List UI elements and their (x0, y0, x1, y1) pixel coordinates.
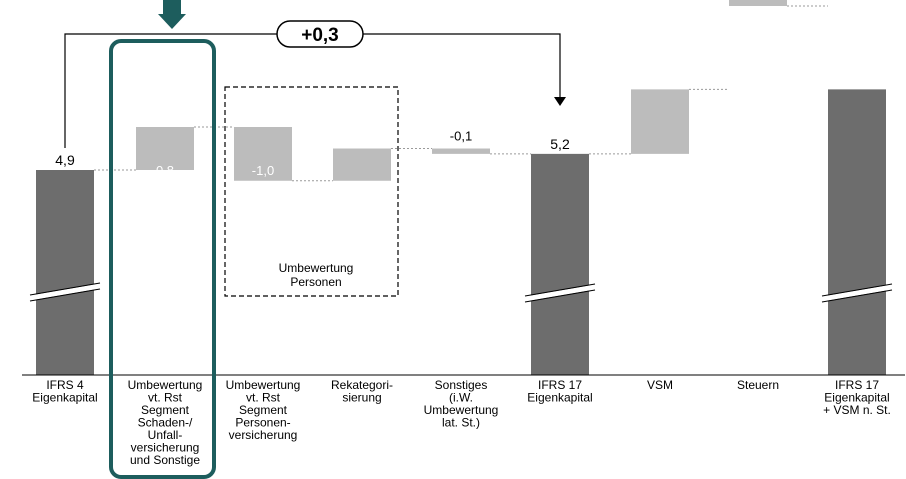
bar-8 (828, 89, 886, 375)
axis-breaks (29, 282, 893, 303)
category-label-2-4: versicherung (229, 428, 298, 442)
value-labels: 4,9 0,8 -1,0 0,6 -0,1 5,2 1,2 (55, 21, 669, 200)
value-label-1: 0,8 (156, 163, 174, 178)
axis-break-line-a-8 (821, 283, 893, 297)
value-label-0: 4,9 (55, 152, 75, 168)
axis-break-line-b-0 (29, 288, 101, 302)
value-label-5: 5,2 (550, 136, 570, 152)
delta-bubble-label: +0,3 (301, 25, 339, 46)
value-label-6: 1,2 (651, 21, 669, 36)
category-label-3-1: sierung (342, 391, 381, 405)
bar-3 (333, 148, 391, 181)
bar-5 (531, 153, 589, 375)
value-label-2: -1,0 (252, 163, 274, 178)
category-label-8-1: Eigenkapital (824, 391, 889, 405)
group-box-personen (224, 86, 399, 297)
delta-bubble (276, 20, 364, 48)
category-label-2-2: Segment (239, 403, 288, 417)
delta-bracket-arrowhead (554, 97, 566, 106)
bar-7 (729, 0, 787, 6)
axis-break-white-8 (821, 284, 893, 302)
category-label-1-3: Schaden-/ (138, 416, 193, 430)
category-label-2-0: Umbewertung (226, 378, 301, 392)
value-label-3: 0,6 (353, 185, 371, 200)
axis-break-line-a-0 (29, 282, 101, 296)
axis-break-white-0 (29, 283, 101, 301)
category-label-8-2: + VSM n. St. (823, 403, 891, 417)
connector-lines (94, 5, 828, 182)
category-label-2-3: Personen- (235, 416, 290, 430)
category-label-1-0: Umbewertung (128, 378, 203, 392)
category-label-4-3: lat. St.) (442, 416, 480, 430)
axis-break-line-a-5 (524, 283, 596, 297)
category-label-0-1: Eigenkapital (32, 391, 97, 405)
category-label-8-0: IFRS 17 (835, 378, 879, 392)
bar-4 (432, 148, 490, 154)
value-label-4: -0,1 (450, 129, 472, 144)
bars-group (36, 0, 886, 375)
category-label-0-0: IFRS 4 (46, 378, 84, 392)
category-label-3-0: Rekategori- (331, 378, 393, 392)
category-label-4-0: Sonstiges (435, 378, 488, 392)
category-label-6-0: VSM (647, 378, 673, 392)
axis-break-line-b-8 (821, 289, 893, 303)
category-label-1-5: versicherung (131, 441, 200, 455)
category-label-1-1: vt. Rst (148, 391, 183, 405)
highlight-arrow-icon (158, 0, 186, 29)
bar-0 (36, 170, 94, 375)
category-label-1-2: Segment (141, 403, 190, 417)
axis-break-white-5 (524, 284, 596, 302)
group-box-label-line1: Umbewertung (279, 261, 354, 275)
category-label-5-1: Eigenkapital (527, 391, 592, 405)
bar-1 (136, 127, 194, 170)
category-label-1-4: Unfall- (148, 428, 183, 442)
category-label-4-2: Umbewertung (424, 403, 499, 417)
category-label-2-1: vt. Rst (246, 391, 281, 405)
bar-2 (234, 127, 292, 181)
bar-6 (631, 89, 689, 154)
axis-break-line-b-5 (524, 289, 596, 303)
category-label-4-1: (i.W. (449, 391, 473, 405)
group-box-label-line2: Personen (290, 275, 341, 289)
category-label-1-6: und Sonstige (130, 453, 200, 467)
category-label-7-0: Steuern (737, 378, 779, 392)
category-label-5-0: IFRS 17 (538, 378, 582, 392)
highlight-frame (109, 39, 216, 479)
